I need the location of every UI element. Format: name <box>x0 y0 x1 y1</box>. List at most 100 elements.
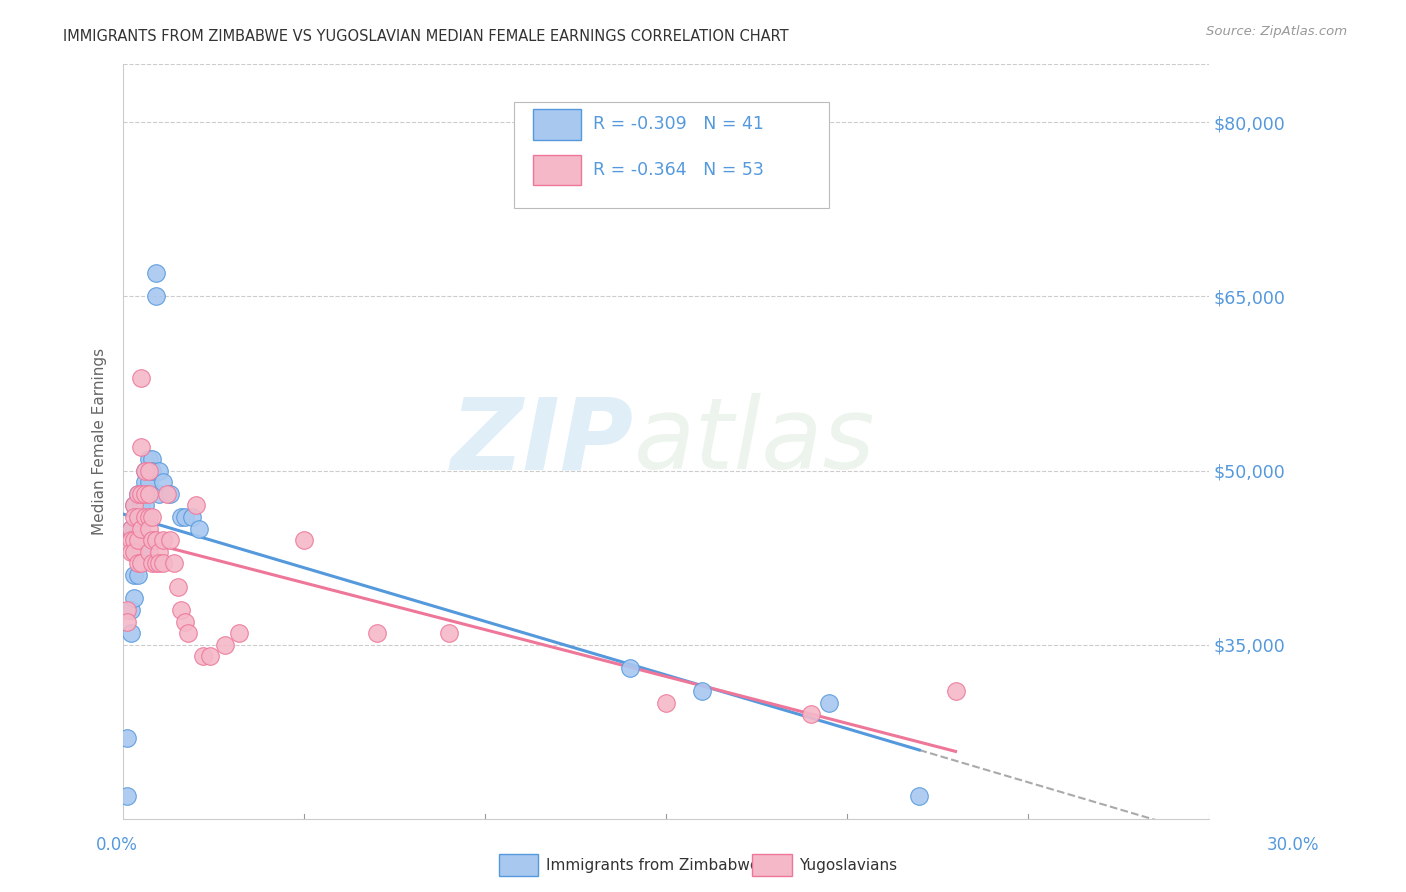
Point <box>138 510 160 524</box>
Point <box>122 499 145 513</box>
Point <box>141 464 163 478</box>
Point <box>122 533 145 548</box>
Point <box>134 464 156 478</box>
Point <box>619 661 641 675</box>
Point <box>138 522 160 536</box>
Point <box>131 370 153 384</box>
FancyBboxPatch shape <box>533 110 582 139</box>
Point <box>115 731 138 745</box>
Point <box>152 475 174 490</box>
Point <box>131 545 153 559</box>
Point <box>115 603 138 617</box>
Point <box>122 499 145 513</box>
Point <box>170 603 193 617</box>
Point <box>127 487 149 501</box>
Point <box>115 789 138 803</box>
Point <box>138 464 160 478</box>
Point <box>131 522 153 536</box>
Point <box>173 510 195 524</box>
Point <box>131 441 153 455</box>
Point <box>138 475 160 490</box>
Point <box>134 475 156 490</box>
Point <box>122 591 145 606</box>
Point <box>120 533 142 548</box>
Point <box>159 487 181 501</box>
Point <box>214 638 236 652</box>
Point <box>145 557 167 571</box>
Point <box>173 615 195 629</box>
Point <box>138 487 160 501</box>
Point <box>437 626 460 640</box>
Point <box>818 696 841 710</box>
Point <box>134 464 156 478</box>
Point <box>228 626 250 640</box>
Point <box>120 545 142 559</box>
Text: atlas: atlas <box>634 393 875 490</box>
Point <box>127 487 149 501</box>
Point <box>184 499 207 513</box>
Point <box>170 510 193 524</box>
Point <box>145 533 167 548</box>
Point <box>138 452 160 467</box>
Point <box>122 522 145 536</box>
Text: 30.0%: 30.0% <box>1267 836 1319 854</box>
Point <box>141 510 163 524</box>
Point <box>945 684 967 698</box>
Point <box>120 522 142 536</box>
Point <box>127 510 149 524</box>
Point <box>138 545 160 559</box>
Text: ZIP: ZIP <box>450 393 634 490</box>
Point <box>127 557 149 571</box>
Point <box>655 696 678 710</box>
Point <box>127 568 149 582</box>
Point <box>115 615 138 629</box>
Point <box>148 487 170 501</box>
Point <box>148 545 170 559</box>
Point <box>159 533 181 548</box>
Point <box>120 603 142 617</box>
Point <box>131 499 153 513</box>
Point <box>127 545 149 559</box>
Point <box>131 557 153 571</box>
Point <box>131 487 153 501</box>
Point <box>292 533 315 548</box>
Point <box>191 649 214 664</box>
Point <box>141 533 163 548</box>
Text: Yugoslavians: Yugoslavians <box>799 858 897 872</box>
Point <box>131 487 153 501</box>
Point <box>163 557 186 571</box>
Point <box>366 626 388 640</box>
Y-axis label: Median Female Earnings: Median Female Earnings <box>93 348 107 535</box>
Text: R = -0.309   N = 41: R = -0.309 N = 41 <box>593 115 765 134</box>
Point <box>122 568 145 582</box>
Point <box>800 707 823 722</box>
Text: Immigrants from Zimbabwe: Immigrants from Zimbabwe <box>546 858 759 872</box>
Point <box>131 533 153 548</box>
Point <box>120 626 142 640</box>
Point <box>127 533 149 548</box>
Point <box>690 684 713 698</box>
Text: Source: ZipAtlas.com: Source: ZipAtlas.com <box>1206 25 1347 38</box>
Point <box>145 289 167 303</box>
Point <box>156 487 179 501</box>
Point <box>134 510 156 524</box>
Point <box>122 510 145 524</box>
FancyBboxPatch shape <box>515 102 830 208</box>
Point <box>198 649 221 664</box>
Point <box>141 452 163 467</box>
Point <box>188 522 211 536</box>
Point <box>166 580 188 594</box>
Point <box>122 545 145 559</box>
Point <box>148 464 170 478</box>
Text: 0.0%: 0.0% <box>96 836 138 854</box>
Point <box>152 533 174 548</box>
Point <box>908 789 931 803</box>
Point <box>127 510 149 524</box>
FancyBboxPatch shape <box>533 154 582 185</box>
Point <box>127 522 149 536</box>
Point <box>122 545 145 559</box>
Point <box>120 522 142 536</box>
Point <box>148 557 170 571</box>
Point <box>141 557 163 571</box>
Point <box>134 499 156 513</box>
